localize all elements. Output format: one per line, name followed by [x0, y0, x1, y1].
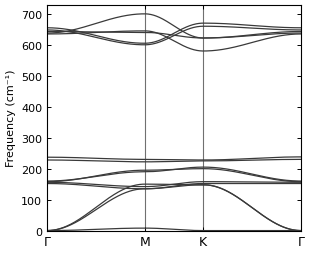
Y-axis label: Frequency (cm⁻¹): Frequency (cm⁻¹)	[6, 70, 16, 167]
